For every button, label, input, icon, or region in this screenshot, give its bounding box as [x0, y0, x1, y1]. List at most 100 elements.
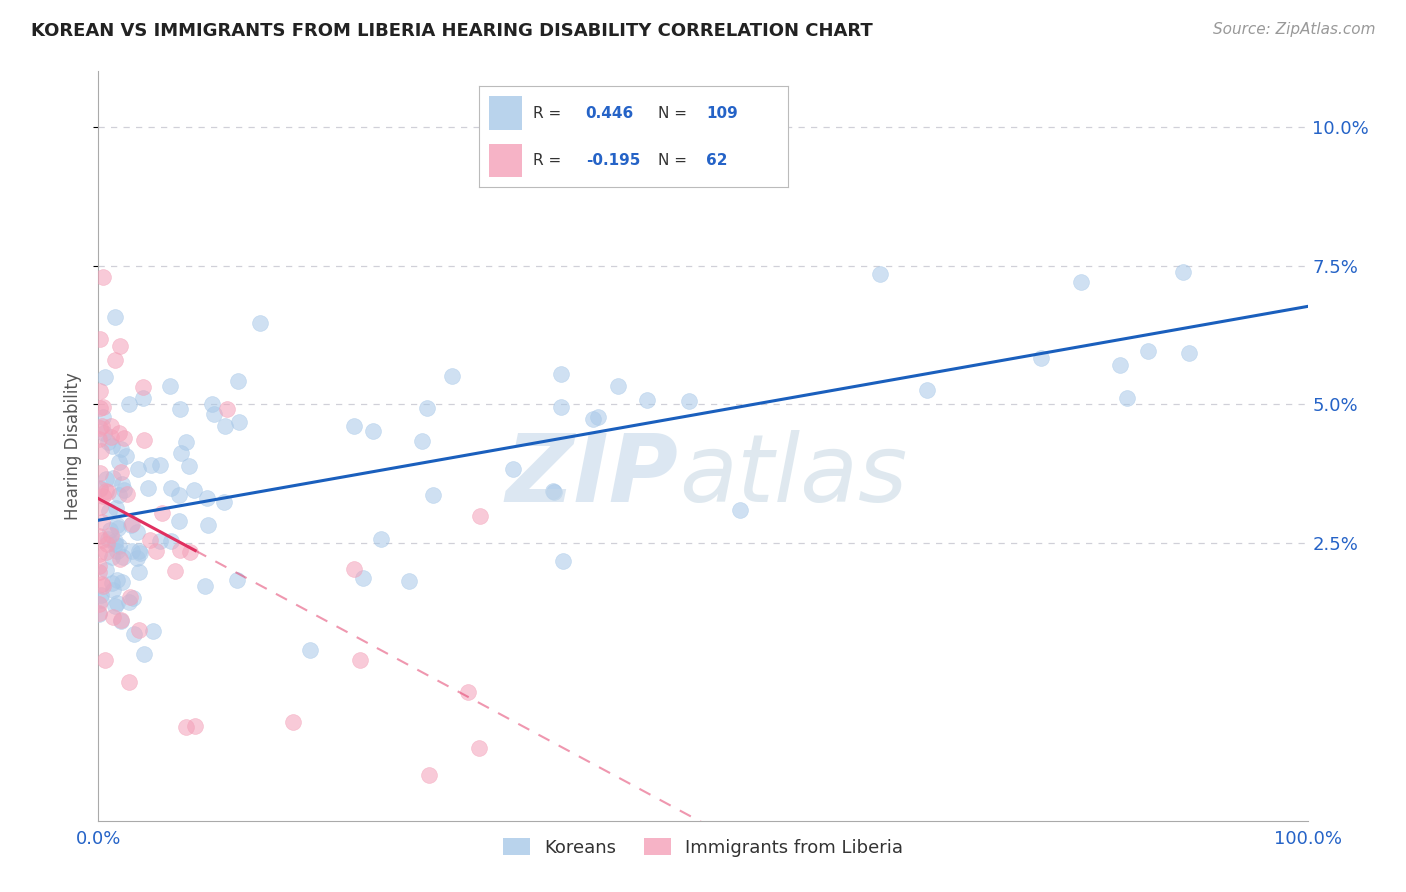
- Point: [107, 426, 129, 441]
- Point: [94, 653, 117, 667]
- Point: [160, 481, 183, 495]
- Point: [108, 488, 131, 502]
- Point: [550, 368, 572, 382]
- Point: [94, 563, 117, 577]
- Point: [100, 528, 122, 542]
- Point: [107, 518, 129, 533]
- Point: [108, 539, 131, 553]
- Point: [87, 432, 110, 446]
- Point: [118, 594, 141, 608]
- Point: [194, 578, 217, 592]
- Point: [149, 458, 172, 473]
- Point: [128, 623, 150, 637]
- Point: [457, 685, 479, 699]
- Point: [91, 515, 114, 529]
- Point: [226, 375, 249, 389]
- Point: [118, 591, 141, 605]
- Point: [201, 397, 224, 411]
- Point: [1171, 265, 1194, 279]
- Point: [103, 353, 125, 368]
- Point: [416, 401, 439, 415]
- Point: [543, 484, 565, 499]
- Point: [87, 558, 110, 573]
- Point: [91, 489, 114, 503]
- Point: [108, 551, 131, 566]
- Point: [89, 384, 111, 398]
- Point: [101, 610, 124, 624]
- Point: [165, 564, 187, 578]
- Point: [586, 409, 609, 424]
- Point: [90, 533, 112, 548]
- Point: [202, 407, 225, 421]
- Point: [150, 506, 173, 520]
- Point: [127, 550, 149, 565]
- Point: [111, 550, 134, 565]
- Point: [582, 411, 605, 425]
- Point: [111, 575, 134, 590]
- Point: [97, 484, 120, 499]
- Point: [89, 401, 111, 416]
- Point: [129, 546, 152, 560]
- Point: [160, 534, 183, 549]
- Point: [89, 500, 111, 515]
- Point: [1177, 346, 1199, 360]
- Point: [87, 529, 110, 543]
- Point: [100, 575, 122, 590]
- Point: [89, 333, 111, 347]
- Point: [104, 537, 127, 551]
- Point: [169, 543, 191, 558]
- Point: [91, 409, 114, 424]
- Point: [122, 627, 145, 641]
- Point: [169, 515, 191, 529]
- Point: [94, 545, 117, 559]
- Point: [551, 554, 574, 568]
- Point: [167, 488, 190, 502]
- Text: KOREAN VS IMMIGRANTS FROM LIBERIA HEARING DISABILITY CORRELATION CHART: KOREAN VS IMMIGRANTS FROM LIBERIA HEARIN…: [31, 22, 873, 40]
- Point: [136, 481, 159, 495]
- Point: [1108, 358, 1130, 372]
- Point: [110, 442, 132, 457]
- Point: [100, 430, 122, 444]
- Point: [1070, 275, 1092, 289]
- Point: [128, 565, 150, 579]
- Point: [174, 435, 197, 450]
- Point: [110, 614, 132, 628]
- Point: [105, 596, 128, 610]
- Point: [195, 491, 218, 505]
- Point: [502, 462, 524, 476]
- Point: [104, 501, 127, 516]
- Point: [217, 402, 239, 417]
- Point: [361, 425, 384, 439]
- Point: [281, 714, 304, 729]
- Point: [107, 520, 129, 534]
- Point: [89, 606, 111, 620]
- Point: [169, 402, 191, 417]
- Point: [422, 488, 444, 502]
- Point: [128, 544, 150, 558]
- Point: [179, 544, 201, 558]
- Point: [214, 495, 236, 509]
- Point: [89, 420, 111, 434]
- Legend: Koreans, Immigrants from Liberia: Koreans, Immigrants from Liberia: [496, 830, 910, 864]
- Point: [104, 599, 127, 614]
- Point: [1031, 351, 1053, 365]
- Point: [97, 435, 120, 450]
- Point: [149, 533, 172, 548]
- Point: [349, 653, 371, 667]
- Point: [343, 418, 366, 433]
- Point: [440, 369, 463, 384]
- Point: [197, 518, 219, 533]
- Point: [105, 543, 128, 558]
- Point: [98, 524, 121, 538]
- Point: [105, 573, 128, 587]
- Point: [184, 719, 207, 733]
- Point: [121, 544, 143, 558]
- Text: atlas: atlas: [679, 431, 907, 522]
- Point: [118, 675, 141, 690]
- Point: [120, 517, 142, 532]
- Point: [104, 534, 127, 549]
- Point: [1115, 392, 1137, 406]
- Point: [87, 566, 110, 580]
- Point: [89, 598, 111, 612]
- Point: [607, 379, 630, 393]
